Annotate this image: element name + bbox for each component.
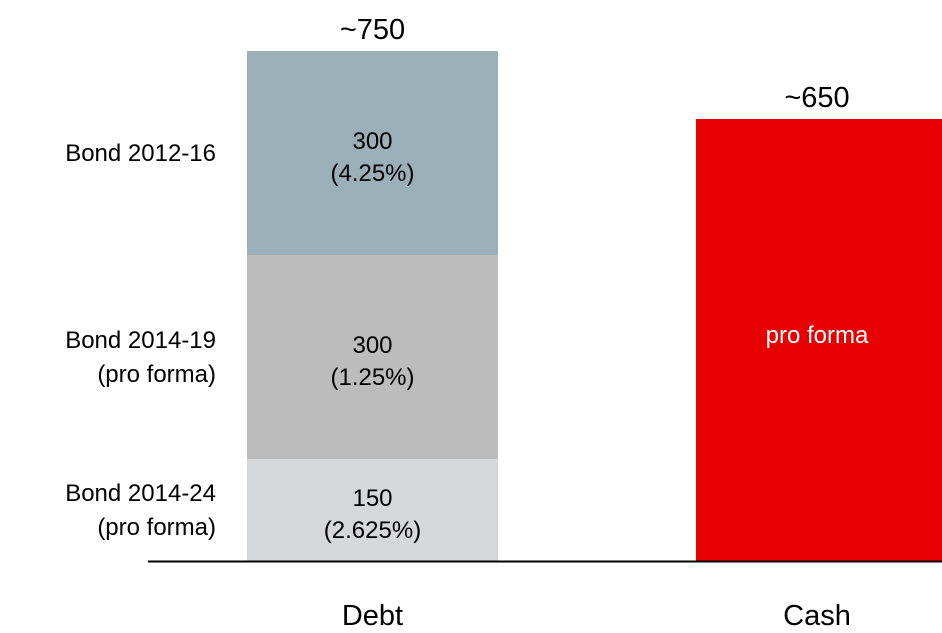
debt-segment-value-label: 300 bbox=[352, 128, 392, 155]
debt-total-label: ~750 bbox=[340, 14, 405, 46]
debt-segment-rate-label: (2.625%) bbox=[324, 517, 421, 544]
row-label: (pro forma) bbox=[97, 514, 216, 541]
debt-segment-value-label: 300 bbox=[352, 332, 392, 359]
category-label-cash: Cash bbox=[783, 600, 851, 632]
debt-bar-segment-2 bbox=[247, 51, 498, 255]
segment-labels: 150 (2.625%) 300 (1.25%) 300 (4.25%) bbox=[324, 128, 421, 544]
debt-bar-segment-0 bbox=[247, 459, 498, 561]
debt-segment-rate-label: (1.25%) bbox=[330, 364, 414, 391]
row-label: (pro forma) bbox=[97, 361, 216, 388]
row-labels: Bond 2014-24 (pro forma) Bond 2014-19 (pro … bbox=[65, 140, 216, 541]
debt-segment-value-label: 150 bbox=[352, 485, 392, 512]
cash-note-label: pro forma bbox=[766, 322, 869, 349]
debt-bar-segment-1 bbox=[247, 255, 498, 459]
row-label: Bond 2014-19 bbox=[65, 327, 216, 354]
row-label: Bond 2012-16 bbox=[65, 140, 216, 167]
category-label-debt: Debt bbox=[342, 600, 403, 632]
cash-total-label: ~650 bbox=[784, 82, 849, 114]
bars-group bbox=[247, 51, 942, 561]
cash-bar bbox=[696, 119, 942, 561]
debt-segment-rate-label: (4.25%) bbox=[330, 160, 414, 187]
row-label: Bond 2014-24 bbox=[65, 480, 216, 507]
